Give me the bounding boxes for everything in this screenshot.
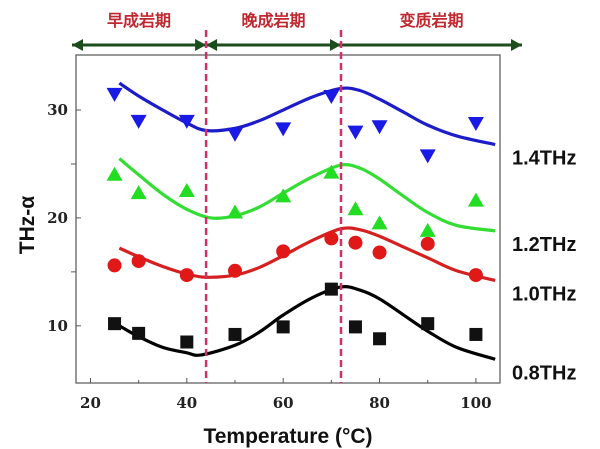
data-point-square [348, 320, 362, 334]
data-point-circle [179, 268, 194, 283]
data-point-triangle-up [419, 222, 436, 237]
data-point-circle [348, 235, 363, 250]
data-point-square [132, 326, 146, 340]
fit-curve-1.4THz [118, 81, 496, 147]
y-axis-title: THz-α [16, 196, 39, 254]
data-point-triangle-down [323, 90, 340, 104]
data-point-triangle-up [323, 164, 340, 179]
data-point-triangle-up [347, 201, 364, 216]
series-label-1.4THz: 1.4THz [512, 148, 576, 170]
x-axis-title: Temperature (°C) [203, 425, 372, 448]
data-point-triangle-up [371, 215, 388, 230]
y-tick-label: 20 [47, 209, 68, 227]
arrow-head-icon [330, 39, 341, 51]
data-point-triangle-down [467, 116, 484, 131]
data-point-square [228, 327, 242, 341]
fit-curve-1.2THz [118, 157, 496, 233]
data-point-square [373, 332, 387, 346]
data-point-square [180, 335, 194, 349]
data-point-square [469, 327, 483, 341]
data-point-triangle-down [347, 125, 364, 140]
data-point-circle [228, 263, 242, 278]
fit-curves [118, 81, 496, 361]
data-point-triangle-down [178, 114, 195, 129]
data-markers [106, 87, 484, 349]
stage-label: 晚成岩期 [242, 11, 306, 30]
stage-label: 早成岩期 [107, 11, 171, 30]
stage-label: 变质岩期 [399, 11, 463, 30]
y-tick-label: 30 [47, 101, 68, 119]
fit-curve-0.8THz [118, 285, 496, 361]
data-point-circle [276, 244, 291, 259]
data-point-triangle-down [130, 114, 147, 129]
data-point-triangle-down [371, 120, 388, 135]
data-point-circle [420, 236, 435, 251]
data-point-circle [324, 231, 339, 246]
data-point-triangle-down [227, 127, 243, 142]
data-point-circle [372, 245, 387, 260]
series-labels: 1.4THz 1.2THz 1.0THz 0.8THz [512, 148, 576, 385]
data-point-triangle-down [106, 87, 123, 102]
stage-dividers [204, 30, 343, 383]
data-point-triangle-up [467, 192, 484, 207]
arrow-head-left-icon [72, 39, 83, 51]
data-point-circle [131, 254, 146, 269]
fit-curve-1.0THz [118, 226, 496, 283]
stage-annotations: 早成岩期 晚成岩期 变质岩期 [72, 11, 522, 51]
x-tick-label: 60 [273, 394, 294, 412]
series-label-1.0THz: 1.0THz [512, 284, 576, 306]
data-point-triangle-down [419, 149, 436, 164]
data-point-triangle-down [275, 122, 292, 137]
data-point-triangle-up [275, 188, 292, 203]
plot-frame [75, 54, 501, 384]
x-tick-label: 80 [369, 394, 390, 412]
x-tick-label: 40 [176, 394, 197, 412]
series-label-0.8THz: 0.8THz [512, 362, 576, 384]
data-point-triangle-up [178, 182, 195, 197]
arrow-head-right-icon [511, 39, 522, 51]
data-point-circle [107, 258, 122, 273]
arrow-head-icon [206, 39, 218, 51]
data-point-square [324, 282, 338, 296]
data-point-square [276, 320, 290, 334]
y-tick-label: 10 [47, 317, 68, 335]
data-point-triangle-up [106, 166, 123, 181]
x-tick-label: 20 [80, 394, 101, 412]
data-point-triangle-up [227, 204, 243, 219]
x-tick-label: 100 [460, 394, 491, 412]
data-point-square [421, 317, 435, 331]
data-point-circle [468, 268, 483, 283]
axes: 20 40 60 80 100 10 20 30 [47, 101, 491, 412]
series-label-1.2THz: 1.2THz [512, 234, 576, 256]
data-point-triangle-up [130, 185, 147, 200]
arrow-head-icon [195, 39, 207, 51]
data-point-square [108, 317, 122, 331]
